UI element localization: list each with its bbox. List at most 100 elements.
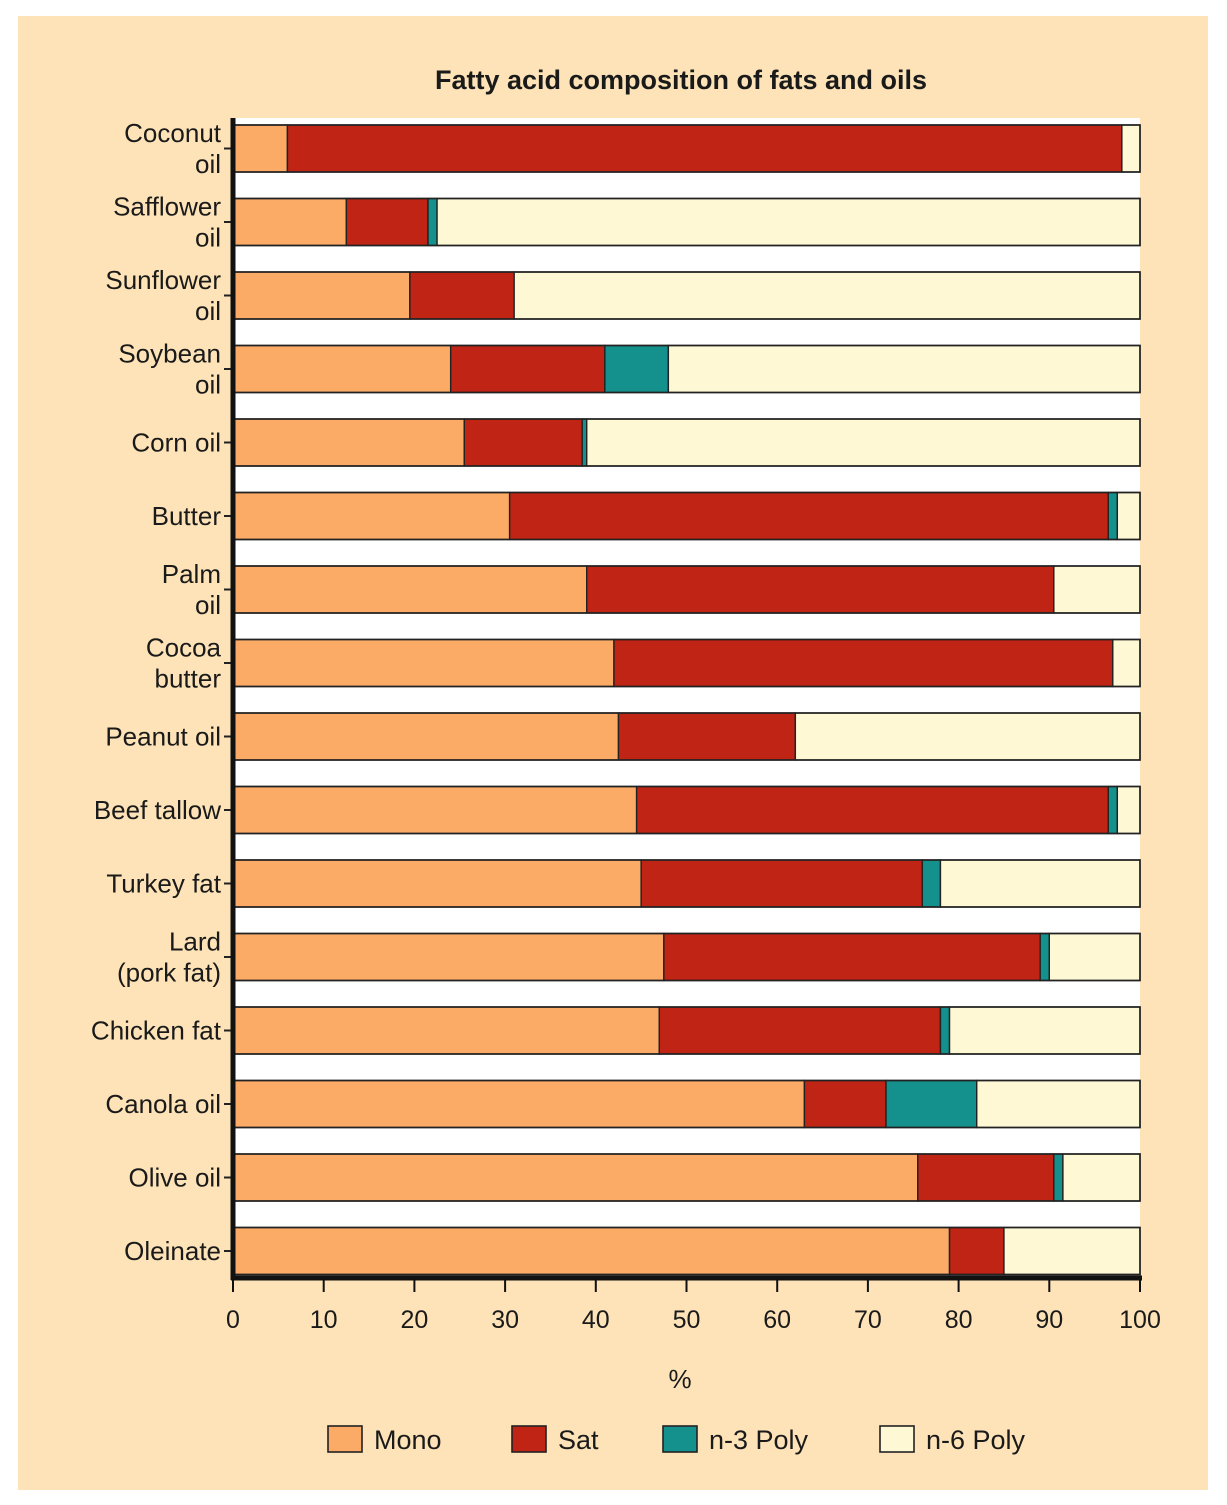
legend-swatch-1 [511, 1425, 547, 1453]
bar-segment-n-6-poly-7 [1112, 638, 1141, 688]
bar-segment-n-3-poly-12 [939, 1006, 951, 1055]
bar-segment-n-6-poly-12 [948, 1006, 1141, 1055]
bar-segment-mono-14 [232, 1153, 919, 1202]
bar-segment-sat-6 [586, 565, 1055, 614]
category-label-0-0: Coconut [124, 118, 222, 148]
bar-segment-n-6-poly-6 [1053, 565, 1141, 614]
category-label-12-0: Chicken fat [91, 1016, 222, 1046]
bar-segment-n-6-poly-14 [1062, 1153, 1141, 1202]
category-label-3-1: oil [195, 370, 221, 400]
bar-segment-mono-10 [232, 859, 642, 908]
bar-segment-mono-5 [232, 491, 511, 541]
legend-label-0: Mono [374, 1425, 442, 1455]
bar-segment-sat-4 [463, 418, 583, 467]
bar-segment-sat-7 [613, 638, 1114, 688]
bar-segment-n-3-poly-3 [604, 344, 670, 394]
bar-segment-n-6-poly-4 [586, 418, 1141, 467]
bar-segment-mono-12 [232, 1006, 660, 1055]
category-label-6-1: oil [195, 590, 221, 620]
category-label-14-0: Olive oil [129, 1163, 221, 1193]
category-label-9-0: Beef tallow [94, 795, 221, 825]
bar-segment-sat-9 [635, 785, 1109, 835]
category-label-6-0: Palm [162, 559, 221, 589]
bar-segment-mono-2 [232, 271, 411, 320]
bar-segment-n-6-poly-13 [976, 1079, 1141, 1129]
category-label-11-0: Lard [169, 927, 221, 957]
chart-title: Fatty acid composition of fats and oils [435, 65, 927, 95]
bar-segment-sat-10 [640, 859, 924, 908]
legend-swatch-0 [327, 1425, 363, 1453]
category-label-13-0: Canola oil [105, 1089, 221, 1119]
category-label-3-0: Soybean [118, 339, 221, 369]
x-axis-label: % [668, 1364, 691, 1394]
x-tick-label-7: 70 [854, 1306, 882, 1334]
x-tick-label-1: 10 [310, 1306, 338, 1334]
bar-segment-n-6-poly-2 [513, 271, 1141, 320]
bar-segment-sat-14 [917, 1153, 1055, 1202]
bar-segment-sat-5 [508, 491, 1109, 541]
category-label-7-0: Cocoa [146, 633, 222, 663]
bar-segment-mono-9 [232, 785, 638, 835]
x-tick-label-8: 80 [945, 1306, 973, 1334]
bar-segment-sat-0 [286, 124, 1123, 173]
category-label-0-1: oil [195, 149, 221, 179]
bar-segment-n-6-poly-15 [1003, 1226, 1141, 1276]
x-tick-label-0: 0 [226, 1306, 240, 1334]
category-label-4-0: Corn oil [131, 428, 221, 458]
bar-segment-n-3-poly-10 [921, 859, 942, 908]
bar-segment-sat-12 [658, 1006, 942, 1055]
bar-segment-sat-2 [409, 271, 515, 320]
category-label-5-0: Butter [152, 501, 222, 531]
x-tick-label-2: 20 [400, 1306, 428, 1334]
bar-segment-n-6-poly-5 [1116, 491, 1141, 541]
bar-segment-sat-15 [948, 1226, 1005, 1276]
legend-label-1: Sat [558, 1425, 599, 1455]
bar-chart: Fatty acid composition of fats and oils … [91, 65, 1161, 1455]
bar-segment-sat-8 [617, 712, 797, 761]
x-tick-label-5: 50 [673, 1306, 701, 1334]
legend-swatch-2 [662, 1425, 698, 1453]
category-label-10-0: Turkey fat [106, 869, 221, 899]
bar-segment-mono-1 [232, 197, 348, 247]
legend-label-2: n-3 Poly [709, 1425, 809, 1455]
bar-segment-sat-13 [803, 1079, 887, 1129]
bar-segment-n-6-poly-8 [794, 712, 1141, 761]
x-tick-label-4: 40 [582, 1306, 610, 1334]
bar-segment-n-6-poly-0 [1121, 124, 1141, 173]
x-tick-label-10: 100 [1119, 1306, 1161, 1334]
bar-segment-n-6-poly-10 [939, 859, 1141, 908]
bar-segment-n-6-poly-11 [1048, 932, 1141, 982]
bar-segment-mono-3 [232, 344, 452, 394]
legend-label-3: n-6 Poly [926, 1425, 1026, 1455]
bar-segment-mono-8 [232, 712, 620, 761]
bar-segment-n-3-poly-13 [885, 1079, 978, 1129]
bar-segment-mono-4 [232, 418, 465, 467]
category-label-15-0: Oleinate [124, 1236, 221, 1266]
bar-segment-mono-0 [232, 124, 289, 173]
x-tick-label-9: 90 [1035, 1306, 1063, 1334]
legend: Mono Sat n-3 Poly n-6 Poly [327, 1425, 1026, 1455]
bar-segment-mono-11 [232, 932, 665, 982]
bar-segment-sat-3 [449, 344, 606, 394]
bar-segment-n-6-poly-3 [667, 344, 1141, 394]
category-label-11-1: (pork fat) [117, 958, 221, 988]
category-label-1-1: oil [195, 223, 221, 253]
bar-segment-n-3-poly-5 [1107, 491, 1119, 541]
bar-segment-n-3-poly-11 [1039, 932, 1050, 982]
bars-layer [232, 118, 1141, 1278]
bar-segment-mono-7 [232, 638, 615, 688]
chart-panel: Fatty acid composition of fats and oils … [18, 16, 1208, 1490]
category-label-2-1: oil [195, 296, 221, 326]
bar-segment-n-6-poly-9 [1116, 785, 1141, 835]
legend-swatch-3 [879, 1425, 915, 1453]
bar-segment-mono-13 [232, 1079, 806, 1129]
category-label-2-0: Sunflower [105, 265, 221, 295]
category-label-8-0: Peanut oil [105, 722, 221, 752]
axes-layer: CoconutoilSaffloweroilSunfloweroilSoybea… [91, 118, 1161, 1334]
x-tick-label-3: 30 [491, 1306, 519, 1334]
bar-segment-mono-6 [232, 565, 588, 614]
x-tick-label-6: 60 [763, 1306, 791, 1334]
bar-segment-n-3-poly-14 [1053, 1153, 1064, 1202]
bar-segment-n-6-poly-1 [436, 197, 1141, 247]
category-label-7-1: butter [155, 664, 222, 694]
